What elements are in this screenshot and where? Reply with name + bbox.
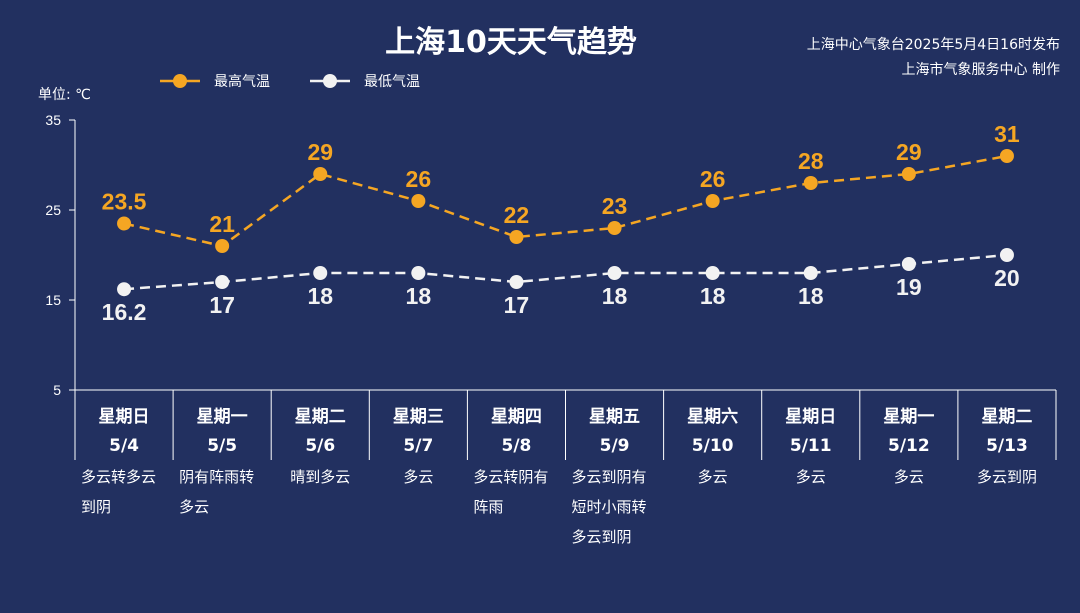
date-label: 5/11	[790, 436, 832, 456]
weather-description: 多云	[894, 468, 924, 486]
low-temp-point	[803, 266, 818, 280]
high-temp-point	[999, 149, 1014, 163]
low-temp-point	[313, 266, 328, 280]
weather-description: 短时小雨转	[572, 498, 647, 516]
high-temp-label: 23.5	[102, 189, 147, 215]
weekday-label: 星期二	[981, 407, 1032, 427]
date-label: 5/4	[109, 436, 139, 456]
high-temp-label: 28	[798, 148, 824, 174]
weather-description: 多云	[698, 468, 728, 486]
legend-label-low: 最低气温	[364, 74, 420, 90]
weather-description: 阵雨	[473, 498, 503, 516]
weekday-label: 星期四	[491, 407, 542, 427]
weekday-label: 星期日	[785, 407, 836, 427]
weekday-label: 星期三	[393, 407, 444, 427]
high-temp-label: 26	[700, 166, 726, 192]
date-label: 5/10	[692, 436, 734, 456]
low-temp-label: 18	[798, 283, 824, 309]
legend-marker-low	[323, 74, 337, 88]
low-temp-point	[215, 275, 230, 289]
high-temp-point	[313, 167, 328, 181]
high-temp-point	[705, 194, 720, 208]
low-temp-point	[705, 266, 720, 280]
low-temp-label: 16.2	[102, 299, 147, 325]
low-temp-point	[117, 282, 132, 297]
low-temp-point	[901, 257, 916, 271]
low-temp-label: 18	[307, 283, 333, 309]
weather-description: 多云到阴	[572, 528, 632, 546]
low-temp-label: 18	[406, 283, 432, 309]
weekday-label: 星期五	[589, 407, 640, 427]
high-temp-label: 21	[209, 211, 235, 237]
low-temp-point	[999, 248, 1014, 262]
weather-description: 多云转阴有	[473, 468, 548, 486]
low-temp-point	[607, 266, 622, 280]
low-temp-label: 17	[504, 292, 530, 318]
weather-description: 到阴	[81, 498, 111, 516]
high-temp-point	[215, 239, 230, 253]
weekday-label: 星期一	[883, 407, 934, 427]
high-temp-label: 31	[994, 121, 1020, 147]
high-temp-label: 29	[307, 139, 333, 165]
low-temp-point	[411, 266, 426, 280]
y-tick-label: 25	[45, 202, 61, 218]
source-line-2: 上海市气象服务中心 制作	[902, 61, 1060, 78]
date-label: 5/13	[986, 436, 1028, 456]
low-temp-label: 20	[994, 265, 1020, 291]
legend-item-low: 最低气温	[310, 74, 420, 90]
date-label: 5/6	[305, 436, 335, 456]
source-line-1: 上海中心气象台2025年5月4日16时发布	[807, 37, 1060, 53]
date-label: 5/12	[888, 436, 930, 456]
date-label: 5/9	[600, 436, 630, 456]
date-label: 5/7	[403, 436, 433, 456]
legend: 最高气温 最低气温	[160, 73, 420, 90]
weather-description: 多云转多云	[81, 468, 156, 486]
forecast-table: 星期日5/4多云转多云到阴星期一5/5阴有阵雨转多云星期二5/6晴到多云星期三5…	[74, 390, 1057, 546]
low-temp-label: 17	[209, 292, 235, 318]
series-group: 23.5 21 29 26 22 23 26 28 29 31 16.2 17 18 18 17 18 18 18…	[102, 121, 1020, 325]
low-temp-label: 18	[700, 283, 726, 309]
high-temp-point	[803, 176, 818, 190]
weather-description: 多云	[179, 498, 209, 516]
weekday-label: 星期一	[197, 407, 248, 427]
weather-description: 多云	[403, 468, 433, 486]
high-temp-point	[411, 194, 426, 208]
high-temp-point	[117, 216, 132, 231]
y-tick-label: 15	[45, 292, 61, 308]
high-temp-point	[607, 221, 622, 235]
high-temp-label: 23	[602, 193, 628, 219]
weekday-label: 星期二	[295, 407, 346, 427]
weather-description: 多云	[796, 468, 826, 486]
high-temp-line	[123, 154, 1008, 248]
chart-title: 上海10天天气趋势	[385, 25, 637, 60]
high-temp-point	[509, 230, 524, 244]
date-label: 5/5	[207, 436, 237, 456]
high-temp-label: 22	[504, 202, 530, 228]
y-tick-label: 35	[45, 112, 61, 128]
high-temp-point	[901, 167, 916, 181]
high-temp-label: 26	[406, 166, 432, 192]
weather-description: 多云到阴有	[572, 468, 647, 486]
high-temp-label: 29	[896, 139, 922, 165]
low-temp-point	[509, 275, 524, 289]
weekday-label: 星期日	[99, 407, 150, 427]
y-tick-label: 5	[53, 382, 61, 398]
legend-label-high: 最高气温	[214, 73, 270, 90]
low-temp-label: 18	[602, 283, 628, 309]
weather-description: 阴有阵雨转	[179, 468, 254, 486]
date-label: 5/8	[502, 436, 532, 456]
weekday-label: 星期六	[687, 406, 738, 427]
legend-marker-high	[173, 74, 187, 88]
low-temp-line	[123, 253, 1008, 291]
weather-description: 多云到阴	[977, 468, 1037, 486]
unit-label: 单位: ℃	[38, 87, 91, 103]
weather-description: 晴到多云	[290, 468, 350, 486]
low-temp-label: 19	[896, 274, 922, 300]
legend-item-high: 最高气温	[160, 73, 270, 90]
